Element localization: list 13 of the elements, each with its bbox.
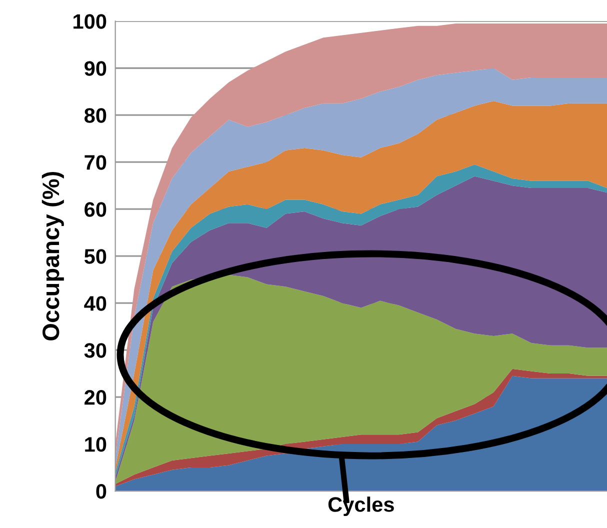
y-tick-label: 0 (96, 484, 106, 499)
x-axis-title: Cycles (328, 496, 394, 516)
y-tick-label: 90 (84, 61, 106, 76)
y-tick-label: 100 (74, 14, 106, 29)
y-tick-label: 10 (85, 437, 106, 452)
y-tick-label: 50 (84, 249, 106, 264)
y-tick-label: 80 (84, 108, 106, 123)
y-tick-label: 30 (84, 343, 106, 358)
y-axis-title: Occupancy (%) (42, 172, 64, 340)
y-tick-label: 40 (84, 296, 106, 311)
y-tick-label: 20 (84, 390, 106, 405)
y-tick-label: 60 (84, 202, 106, 217)
y-tick-label: 70 (84, 155, 106, 170)
